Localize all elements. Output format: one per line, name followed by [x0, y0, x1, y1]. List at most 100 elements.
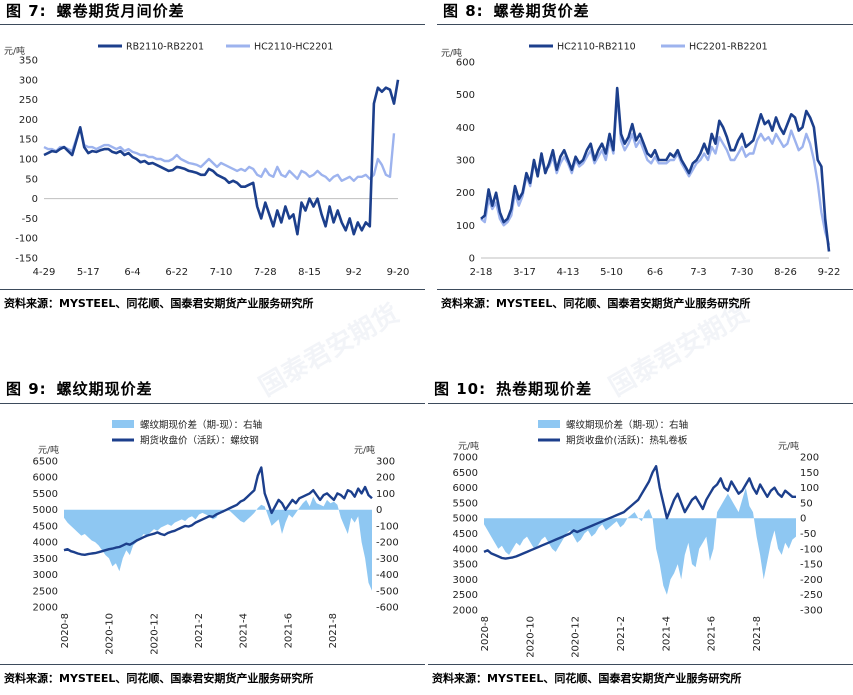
x-tick-label: 4-13 [557, 267, 580, 278]
figure-8-source-rule [437, 289, 853, 290]
x-tick-label: 5-10 [600, 267, 623, 278]
x-tick-label: 2020-8 [60, 613, 71, 648]
x-tick-label: 2020-12 [149, 613, 160, 655]
x-tick-label: 2021-4 [661, 616, 672, 651]
x-tick-label: 7-30 [731, 267, 754, 278]
legend-label-1: HC2201-RB2201 [689, 42, 768, 53]
x-tick-label: 9-2 [346, 267, 362, 278]
x-tick-label: 8-15 [298, 267, 321, 278]
left-tick-label: 6000 [33, 473, 58, 484]
spread-area [484, 487, 796, 595]
y-tick-label: 300 [456, 156, 475, 167]
figure-10-number: 图 10: [434, 380, 487, 398]
x-tick-label: 2021-6 [283, 613, 294, 648]
figure-10-panel: 图 10: 热卷期现价差 元/吨 元/吨 2000 2500 3000 3500 4000 45… [428, 378, 853, 695]
series-line-0 [480, 86, 831, 252]
right-axis-unit: 元/吨 [354, 444, 375, 456]
figure-9-source-rule [0, 664, 425, 665]
x-tick-label: 2-18 [470, 267, 493, 278]
right-tick-label: -150 [800, 560, 823, 571]
figure-9-title-rule [0, 403, 425, 404]
figure-10-title-rule [428, 403, 853, 404]
y-tick-label: 0 [32, 194, 38, 205]
legend-swatch-area [112, 420, 134, 428]
figure-9-source: 资料来源：MYSTEEL、同花顺、国泰君安期货产业服务研究所 [4, 672, 314, 685]
figure-9-number: 图 9: [6, 380, 47, 398]
x-tick-label: 8-26 [774, 267, 797, 278]
left-tick-label: 4000 [33, 538, 58, 549]
legend-label-line: 期货收盘价（活跃）：螺纹钢 [140, 435, 259, 447]
x-tick-label: 4-29 [33, 267, 56, 278]
y-tick-label: 100 [456, 221, 475, 232]
figure-9-title: 图 9: 螺纹期现价差 [6, 378, 153, 399]
right-tick-label: 0 [376, 505, 382, 516]
right-tick-label: -200 [376, 538, 399, 549]
figure-10-title-text: 热卷期现价差 [496, 380, 593, 398]
left-tick-label: 5500 [33, 489, 58, 500]
right-tick-label: 150 [800, 468, 819, 479]
right-tick-label: 200 [800, 453, 819, 464]
x-tick-label: 6-22 [165, 267, 188, 278]
x-tick-label: 7-3 [690, 267, 706, 278]
left-tick-label: 5000 [453, 514, 478, 525]
series-line-0 [43, 79, 400, 236]
right-tick-label: 300 [376, 457, 395, 468]
figure-7-chart: 元/吨 -150 -100 -50 0 50 100 150 200 250 300 350 4-29 5… [4, 42, 410, 279]
x-tick-label: 7-28 [254, 267, 277, 278]
y-tick-label: -150 [15, 254, 38, 265]
x-tick-label: 2020-10 [105, 613, 116, 655]
x-tick-label: 2020-12 [571, 616, 582, 658]
y-tick-label: 200 [456, 188, 475, 199]
y-axis-unit: 元/吨 [4, 45, 25, 57]
figure-10-source-rule [428, 664, 853, 665]
figure-9-chart: 元/吨 元/吨2000250030003500400045005000550060… [33, 419, 399, 655]
figure-7-source-rule [0, 289, 425, 290]
legend-label-area: 螺纹期现价差（期-现）：右轴 [140, 419, 262, 431]
left-tick-label: 2500 [33, 586, 58, 597]
x-tick-label: 3-17 [513, 267, 536, 278]
futures-price-line [483, 465, 796, 560]
x-tick-label: 2021-2 [194, 613, 205, 648]
y-tick-label: 200 [19, 115, 38, 126]
right-tick-label: 100 [376, 489, 395, 500]
x-tick-label: 2021-8 [752, 616, 763, 651]
right-tick-label: -200 [800, 575, 823, 586]
left-tick-label: 6000 [453, 483, 478, 494]
left-axis-unit: 元/吨 [38, 444, 59, 456]
x-tick-label: 9-20 [387, 267, 410, 278]
right-axis-unit: 元/吨 [778, 440, 799, 452]
legend-swatch-area [538, 420, 560, 428]
x-tick-label: 2021-8 [328, 613, 339, 648]
figure-8-title-text: 螺卷期货价差 [493, 2, 590, 20]
left-axis-unit: 元/吨 [458, 440, 479, 452]
x-tick-label: 2021-6 [707, 616, 718, 651]
left-tick-label: 3000 [33, 570, 58, 581]
right-tick-label: 100 [800, 483, 819, 494]
left-tick-label: 2000 [453, 606, 478, 617]
right-tick-label: 50 [800, 498, 813, 509]
figure-9-panel: 图 9: 螺纹期现价差 元/吨 元/吨 2000 2500 3000 3500 4000 450… [0, 378, 425, 695]
figure-8-chart: 元/吨 0 100 200 300 400 500 600 2-18 3-17 4-13 5-10 6-… [441, 42, 840, 279]
y-tick-label: 150 [19, 135, 38, 146]
left-tick-label: 3000 [453, 575, 478, 586]
x-tick-label: 2020-10 [525, 616, 536, 658]
left-tick-label: 4500 [33, 521, 58, 532]
right-tick-label: -250 [800, 590, 823, 601]
figure-7-title: 图 7: 螺卷期货月间价差 [6, 0, 185, 21]
right-tick-label: -300 [376, 554, 399, 565]
x-tick-label: 2021-4 [239, 613, 250, 648]
x-tick-label: 7-10 [210, 267, 233, 278]
y-tick-label: 50 [25, 174, 38, 185]
left-tick-label: 7000 [453, 453, 478, 464]
figure-8-number: 图 8: [443, 2, 484, 20]
left-tick-label: 3500 [33, 554, 58, 565]
left-tick-label: 5000 [33, 505, 58, 516]
y-tick-label: 350 [19, 56, 38, 67]
x-tick-label: 2021-2 [616, 616, 627, 651]
y-axis-unit: 元/吨 [441, 47, 462, 59]
y-tick-label: 100 [19, 155, 38, 166]
y-tick-label: 500 [456, 90, 475, 101]
left-tick-label: 3500 [453, 560, 478, 571]
figure-9-title-text: 螺纹期现价差 [56, 380, 153, 398]
y-tick-label: 600 [456, 58, 475, 69]
